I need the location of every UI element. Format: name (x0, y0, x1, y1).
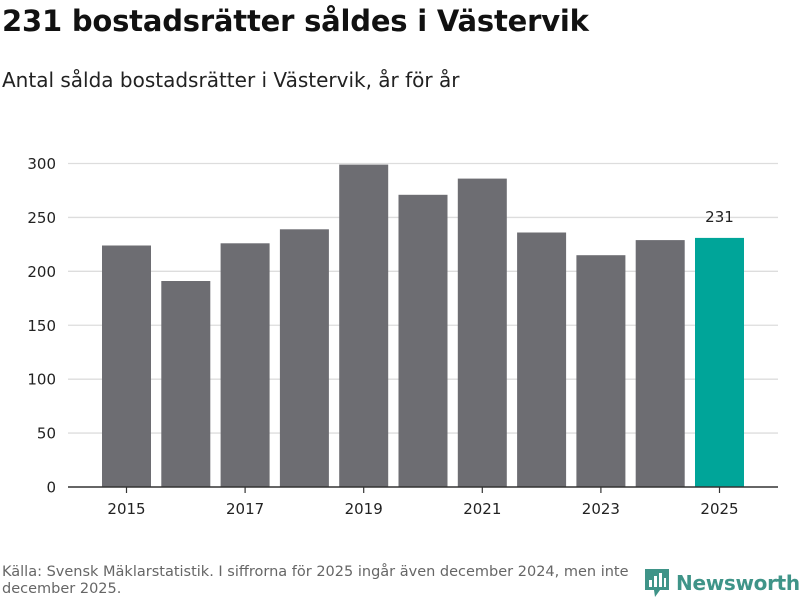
bar-2021 (457, 178, 507, 487)
bar-2016 (161, 281, 211, 487)
x-tick-label: 2019 (345, 500, 383, 518)
y-tick-label: 0 (46, 479, 56, 497)
bar-2023 (576, 255, 626, 487)
x-tick-label: 2021 (463, 500, 501, 518)
source-note: Källa: Svensk Mäklarstatistik. I siffror… (2, 564, 629, 597)
bar-2025 (695, 237, 744, 487)
chart-title: 231 bostadsrätter såldes i Västervik (2, 4, 589, 38)
axes (68, 486, 778, 493)
data-label-2025: 231 (705, 208, 734, 226)
bar-2022 (517, 232, 567, 487)
bar-2018 (279, 229, 329, 488)
y-tick-label: 150 (27, 317, 56, 335)
newsworthy-logo-icon (645, 569, 669, 597)
bars (102, 164, 744, 488)
y-tick-label: 300 (27, 155, 56, 173)
y-tick-label: 50 (37, 425, 56, 443)
y-tick-label: 100 (27, 371, 56, 389)
labels: 0 50 100 150 200 250 300 2015 2017 2019 2021 2023 20… (27, 155, 738, 518)
brand-name: Newsworthy (676, 571, 800, 595)
bar-2019 (339, 164, 389, 487)
y-tick-label: 200 (27, 263, 56, 281)
chart-subtitle: Antal sålda bostadsrätter i Västervik, å… (2, 68, 460, 92)
y-tick-label: 250 (27, 209, 56, 227)
bar-2020 (398, 194, 448, 488)
bar-2015 (102, 245, 151, 487)
brand: Newsworthy (644, 568, 800, 598)
x-tick-label: 2017 (226, 500, 264, 518)
x-tick-label: 2015 (107, 500, 145, 518)
x-tick-label: 2023 (582, 500, 620, 518)
x-tick-label: 2025 (700, 500, 738, 518)
bar-2024 (635, 240, 685, 487)
bar-2017 (220, 243, 270, 487)
